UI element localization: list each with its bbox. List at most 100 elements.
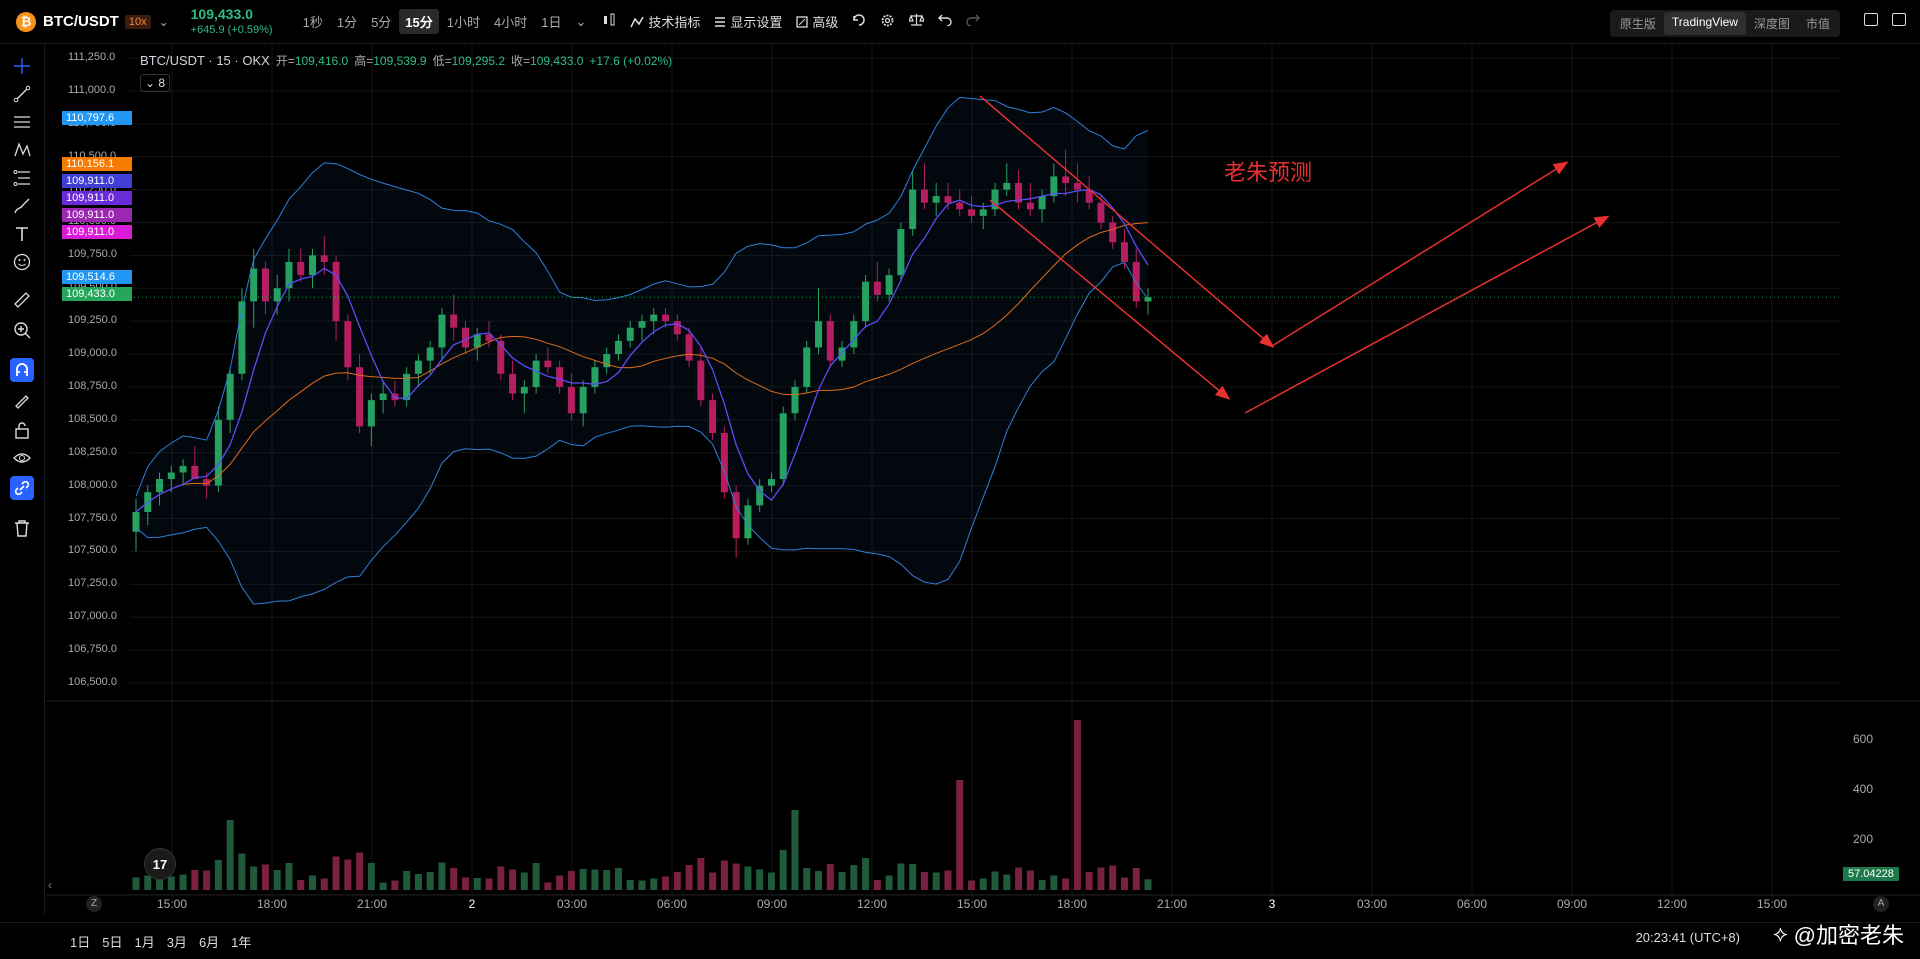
brush-icon[interactable] <box>12 196 32 216</box>
emoji-icon[interactable] <box>12 252 32 272</box>
candle-body <box>815 321 823 348</box>
axis-a-button[interactable]: A <box>1873 896 1889 912</box>
balance-icon[interactable] <box>908 13 926 30</box>
range-3m[interactable]: 3月 <box>166 934 187 950</box>
gear-icon[interactable] <box>880 13 895 31</box>
volume-axis-label: 400 <box>1853 782 1874 796</box>
ruler-icon[interactable] <box>12 290 32 310</box>
tab-native[interactable]: 原生版 <box>1619 17 1656 31</box>
prediction-arrow <box>989 199 1231 400</box>
candle-body <box>685 334 693 361</box>
indicator-collapse-button[interactable]: ⌄ 8 <box>140 74 171 92</box>
symbol-name[interactable]: BTC/USDT <box>43 13 119 30</box>
candle-body <box>309 255 317 276</box>
volume-bar <box>332 856 340 890</box>
volume-bar <box>744 866 752 890</box>
tab-depth[interactable]: 深度图 <box>1753 17 1790 31</box>
volume-bar <box>320 878 328 890</box>
volume-axis-label: 600 <box>1853 732 1874 746</box>
advanced-button[interactable]: 高级 <box>796 12 838 31</box>
magnet-icon[interactable] <box>10 358 34 382</box>
candle-type-icon[interactable] <box>602 13 616 30</box>
price-axis-label: 111,000.0 <box>68 83 116 96</box>
chart-legend: BTC/USDT · 15 · OKX 开=109,416.0 高=109,53… <box>140 53 673 68</box>
draw-lock-icon[interactable] <box>12 390 32 410</box>
candle-body <box>132 511 140 532</box>
volume-bar <box>1109 865 1117 890</box>
tab-tradingview[interactable]: TradingView <box>1663 12 1746 35</box>
timeframe-1h[interactable]: 1小时 <box>446 15 480 30</box>
bollinger-upper <box>135 96 1149 497</box>
price-tag: 110,797.6 <box>62 111 132 125</box>
pattern-icon[interactable] <box>12 140 32 160</box>
candle-body <box>1003 183 1011 190</box>
volume-bar <box>226 820 234 890</box>
volume-bar <box>356 852 364 890</box>
chevron-down-icon[interactable]: ⌄ <box>158 14 169 29</box>
tab-market-cap[interactable]: 市值 <box>1805 17 1830 31</box>
candle-body <box>532 360 540 387</box>
time-axis-label: 12:00 <box>1656 897 1688 911</box>
range-5d[interactable]: 5日 <box>102 934 123 950</box>
timeframe-4h[interactable]: 4小时 <box>494 15 528 30</box>
range-1y[interactable]: 1年 <box>231 934 252 950</box>
collapse-toolbar-icon[interactable]: ‹ <box>48 878 52 892</box>
volume-bar <box>720 860 728 890</box>
zoom-in-icon[interactable] <box>12 320 32 340</box>
candle-body <box>920 189 928 203</box>
volume-bar <box>1015 867 1023 890</box>
candle-body <box>1015 183 1023 203</box>
price-axis-label: 106,750.0 <box>68 643 117 656</box>
candle-body <box>544 360 552 368</box>
range-6m[interactable]: 6月 <box>198 934 220 950</box>
eye-icon[interactable] <box>12 448 32 468</box>
timeframe-15m[interactable]: 15分 <box>399 9 439 34</box>
candle-body <box>497 340 505 374</box>
trash-icon[interactable] <box>12 518 32 538</box>
volume-bar <box>438 862 446 890</box>
volume-axis-label: 200 <box>1853 832 1874 846</box>
candle-body <box>344 321 352 368</box>
candle-body <box>438 314 446 348</box>
clock[interactable]: 20:23:41 (UTC+8) <box>1635 930 1740 945</box>
candle-body <box>167 472 175 480</box>
candle-body <box>250 268 258 302</box>
candle-body <box>909 189 917 230</box>
redo-icon[interactable] <box>966 14 981 29</box>
timeframe-1m[interactable]: 1分 <box>336 15 358 30</box>
lock-icon[interactable] <box>12 420 32 440</box>
maximize-icon[interactable] <box>1864 13 1878 26</box>
candle-body <box>520 386 528 394</box>
horizontal-lines-icon[interactable] <box>12 112 32 132</box>
timeframe-1d[interactable]: 1日 <box>541 15 562 30</box>
last-price: 109,433.0 <box>190 5 253 22</box>
crosshair-icon[interactable] <box>12 56 32 76</box>
fullscreen-icon[interactable] <box>1892 13 1906 26</box>
candle-body <box>1109 222 1117 243</box>
indicators-button[interactable]: 技术指标 <box>630 12 700 31</box>
candle-body <box>673 321 681 335</box>
link-icon[interactable] <box>10 476 34 500</box>
volume-bar <box>179 874 187 890</box>
text-icon[interactable] <box>12 224 32 244</box>
trendline-icon[interactable] <box>12 84 32 104</box>
volume-bar <box>732 863 740 890</box>
timeframe-dropdown-icon[interactable]: ⌄ <box>575 13 587 29</box>
time-axis-label: 15:00 <box>1756 897 1788 911</box>
leverage-badge[interactable]: 10x <box>124 14 151 29</box>
snapshot-icon[interactable] <box>852 13 866 30</box>
range-1m[interactable]: 1月 <box>134 934 155 950</box>
range-1d[interactable]: 1日 <box>70 934 91 950</box>
axis-z-button[interactable]: Z <box>86 896 102 912</box>
display-settings-button[interactable]: 显示设置 <box>714 12 782 31</box>
timeframe-1s[interactable]: 1秒 <box>302 15 323 30</box>
window-controls <box>1864 13 1906 26</box>
candle-body <box>873 281 881 295</box>
timeframe-5m[interactable]: 5分 <box>371 15 392 30</box>
fib-icon[interactable] <box>12 168 32 188</box>
volume-bar <box>1038 880 1046 890</box>
undo-icon[interactable] <box>938 14 953 29</box>
volume-bar <box>909 864 917 890</box>
volume-bar <box>156 876 164 890</box>
